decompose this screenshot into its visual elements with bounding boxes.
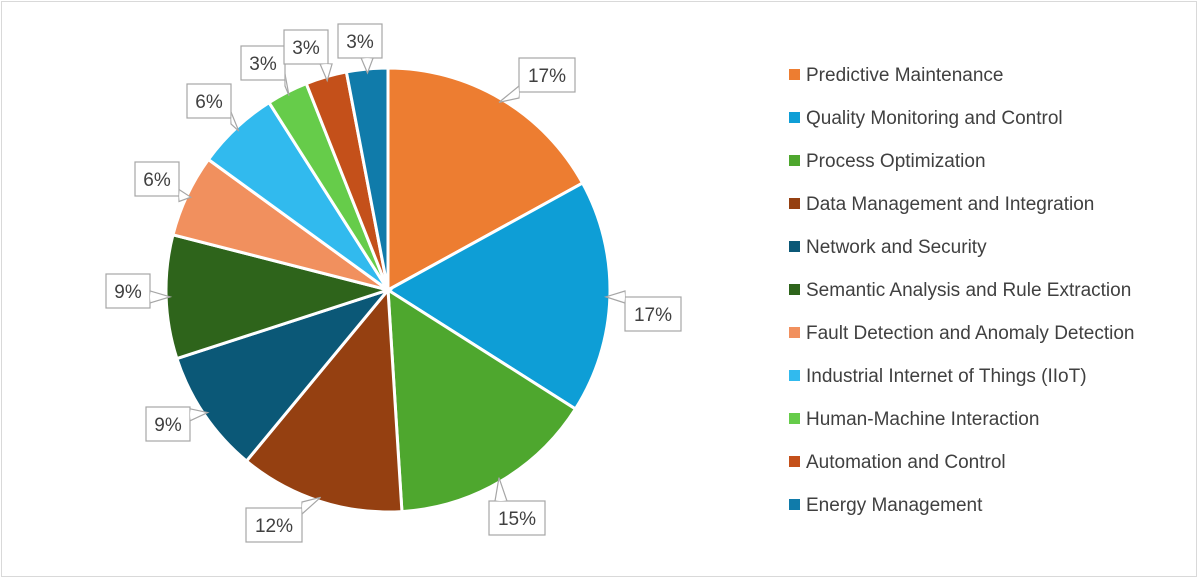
data-label-energy-management: 3% <box>346 32 374 53</box>
legend-swatch <box>789 155 800 166</box>
legend-item-automation-and-control: Automation and Control <box>789 452 1006 473</box>
legend-item-process-optimization: Process Optimization <box>789 151 986 172</box>
data-label-data-management-and-integration: 12% <box>255 516 293 537</box>
callout-box <box>186 83 232 119</box>
callout-box <box>518 57 576 93</box>
callout-semantic-analysis-and-rule-extraction: 9% <box>105 273 173 309</box>
callout-energy-management: 3% <box>337 23 383 75</box>
callout-box <box>105 273 151 309</box>
callout-process-optimization: 15% <box>488 477 546 536</box>
legend-swatch <box>789 370 800 381</box>
legend-swatch <box>789 69 800 80</box>
callout-box <box>134 161 180 197</box>
legend-item-energy-management: Energy Management <box>789 495 983 516</box>
data-label-semantic-analysis-and-rule-extraction: 9% <box>114 282 142 303</box>
legend-label: Energy Management <box>806 495 983 516</box>
callout-pointer <box>498 84 520 103</box>
callout-join <box>302 502 303 514</box>
data-labels: 17% 17% 15% 12% 9% 9% 6% 6% 3% 3% 3% <box>105 23 682 543</box>
data-label-process-optimization: 15% <box>498 509 536 530</box>
data-label-human-machine-interaction: 3% <box>249 54 277 75</box>
callout-box <box>145 406 191 442</box>
legend-label: Process Optimization <box>806 151 986 172</box>
data-label-fault-detection-and-anomaly-detection: 6% <box>143 170 171 191</box>
callout-join <box>624 291 625 303</box>
legend-swatch <box>789 241 800 252</box>
callout-join <box>179 189 180 202</box>
legend-label: Human-Machine Interaction <box>806 409 1039 430</box>
callout-quality-monitoring-and-control: 17% <box>603 290 682 332</box>
callout-fault-detection-and-anomaly-detection: 6% <box>134 161 193 203</box>
callout-box <box>624 296 682 332</box>
legend-item-industrial-internet-of-things-iiot: Industrial Internet of Things (IIoT) <box>789 366 1087 387</box>
legend-label: Industrial Internet of Things (IIoT) <box>806 366 1087 387</box>
callout-box <box>240 45 286 81</box>
legend-item-fault-detection-and-anomaly-detection: Fault Detection and Anomaly Detection <box>789 323 1134 344</box>
legend-swatch <box>789 198 800 209</box>
callout-box <box>337 23 383 59</box>
data-label-automation-and-control: 3% <box>292 38 320 59</box>
legend-item-data-management-and-integration: Data Management and Integration <box>789 194 1094 215</box>
legend-swatch <box>789 284 800 295</box>
legend-item-network-and-security: Network and Security <box>789 237 987 258</box>
pie-slices <box>164 66 612 514</box>
legend-item-quality-monitoring-and-control: Quality Monitoring and Control <box>789 108 1063 129</box>
legend-swatch <box>789 499 800 510</box>
pie-slice-data-management-and-integration <box>244 286 404 514</box>
data-label-industrial-internet-of-things-iiot: 6% <box>195 92 223 113</box>
legend-label: Network and Security <box>806 237 987 258</box>
callout-pointer <box>301 496 322 516</box>
data-label-network-and-security: 9% <box>154 415 182 436</box>
data-label-predictive-maintenance: 17% <box>528 66 566 87</box>
callout-network-and-security: 9% <box>145 406 210 442</box>
callout-join <box>495 499 508 501</box>
callout-join <box>190 408 191 421</box>
data-label-quality-monitoring-and-control: 17% <box>634 305 672 326</box>
callout-box <box>488 500 546 536</box>
callout-join <box>320 64 333 65</box>
legend-swatch <box>789 456 800 467</box>
legend-item-human-machine-interaction: Human-Machine Interaction <box>789 409 1039 430</box>
callout-box <box>283 29 329 65</box>
legend-label: Automation and Control <box>806 452 1006 473</box>
legend-item-predictive-maintenance: Predictive Maintenance <box>789 65 1004 86</box>
callout-human-machine-interaction: 3% <box>240 45 290 96</box>
legend: Predictive Maintenance Quality Monitoring… <box>789 65 1134 516</box>
legend-swatch <box>789 112 800 123</box>
callout-pointer <box>230 111 240 132</box>
callout-industrial-internet-of-things-iiot: 6% <box>186 83 240 132</box>
pie-slice-predictive-maintenance <box>386 66 585 293</box>
legend-label: Semantic Analysis and Rule Extraction <box>806 280 1131 301</box>
legend-item-semantic-analysis-and-rule-extraction: Semantic Analysis and Rule Extraction <box>789 280 1131 301</box>
callout-automation-and-control: 3% <box>283 29 333 83</box>
legend-swatch <box>789 327 800 338</box>
callout-data-management-and-integration: 12% <box>245 496 322 543</box>
legend-label: Data Management and Integration <box>806 194 1094 215</box>
callout-predictive-maintenance: 17% <box>498 57 576 103</box>
callout-box <box>245 507 303 543</box>
pie-slice-process-optimization <box>386 287 578 514</box>
legend-label: Predictive Maintenance <box>806 65 1004 86</box>
callout-join <box>150 290 152 303</box>
callout-join <box>517 86 519 98</box>
legend-swatch <box>789 413 800 424</box>
legend-label: Fault Detection and Anomaly Detection <box>806 323 1134 344</box>
legend-label: Quality Monitoring and Control <box>806 108 1063 129</box>
pie-slice-network-and-security <box>174 286 393 464</box>
callout-join <box>361 58 374 59</box>
